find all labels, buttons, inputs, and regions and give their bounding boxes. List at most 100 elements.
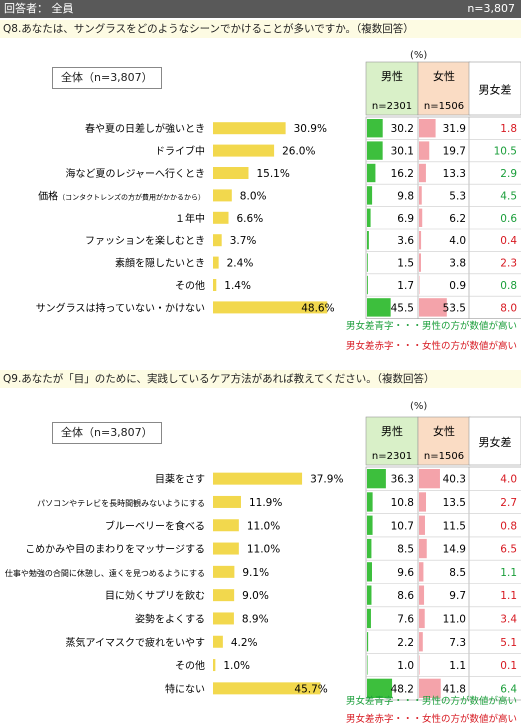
q8-female-bar bbox=[419, 163, 426, 183]
q9-male-value: 7.6 bbox=[397, 613, 414, 625]
q9-female-bar bbox=[419, 585, 425, 605]
q9-diff-header-cell bbox=[468, 416, 521, 466]
respondent-label: 回答者： 全員 bbox=[4, 2, 74, 15]
q8-male-value: 30.1 bbox=[391, 146, 414, 158]
q9-male-bar bbox=[367, 515, 373, 535]
q9-female-bar bbox=[419, 492, 427, 512]
q8-table-frame bbox=[365, 116, 521, 319]
q9-male-bar bbox=[367, 492, 373, 512]
q9-diff-value: 6.5 bbox=[500, 544, 517, 556]
q8-female-n: n=1506 bbox=[424, 101, 464, 112]
q8-diff-value: 10.5 bbox=[494, 146, 517, 158]
q8-male-value: 1.7 bbox=[397, 280, 414, 292]
q8-female-bar bbox=[419, 141, 430, 160]
q8-total-bar bbox=[213, 256, 219, 269]
q9-female-header-cell bbox=[417, 416, 471, 466]
q8-total-bar bbox=[213, 167, 249, 179]
q9-female-bar bbox=[419, 655, 420, 675]
q9-category-label: 特にない bbox=[165, 683, 205, 695]
q9-male-bar bbox=[367, 678, 393, 698]
q8-male-header-cell bbox=[365, 61, 419, 116]
q9-male-n: n=2301 bbox=[372, 451, 412, 462]
q8-total-bar bbox=[213, 211, 229, 224]
q8-female-value: 13.3 bbox=[443, 168, 466, 180]
q8-male-bar bbox=[367, 141, 383, 160]
q9-total-value: 11.9% bbox=[249, 497, 282, 509]
q8-female-value: 31.9 bbox=[443, 123, 466, 135]
q8-total-value: 2.4% bbox=[227, 258, 254, 270]
q9-male-value: 2.2 bbox=[397, 637, 414, 649]
q8-category-label: 素顔を隠したいとき bbox=[115, 257, 205, 270]
q8-female-bar bbox=[419, 208, 423, 227]
q8-total-value: 48.6% bbox=[301, 302, 334, 314]
q9-diff-value: 3.4 bbox=[500, 613, 517, 625]
q8-diff-value: 0.8 bbox=[500, 280, 517, 292]
q8-male-bar bbox=[367, 186, 373, 205]
q8-female-bar bbox=[419, 253, 421, 272]
q9-female-value: 7.3 bbox=[449, 637, 466, 649]
q8-note-red: 男女差赤字・・・女性の方が数値が高い bbox=[345, 341, 517, 352]
q9-male-value: 9.6 bbox=[397, 567, 414, 579]
q9-female-header: 女性 bbox=[433, 424, 455, 438]
q9-female-bar bbox=[419, 608, 425, 629]
q9-note-blue: 男女差青字・・・男性の方が数値が高い bbox=[345, 696, 517, 707]
q8-female-value: 4.0 bbox=[449, 235, 466, 247]
q8-female-bar bbox=[419, 298, 447, 317]
q8-diff-header-cell bbox=[468, 61, 521, 116]
q9-total-bar bbox=[213, 612, 234, 625]
q8-diff-value: 2.3 bbox=[500, 258, 517, 270]
q9-female-bar bbox=[419, 678, 441, 698]
q9-total-bar bbox=[213, 542, 239, 555]
q9-total-value: 37.9% bbox=[310, 474, 343, 486]
q8-total-value: 1.4% bbox=[224, 280, 251, 292]
q8-total-value: 15.1% bbox=[256, 168, 289, 180]
q8-female-value: 5.3 bbox=[449, 190, 466, 202]
q8-category-label: １年中 bbox=[175, 212, 205, 225]
q8-male-bar bbox=[367, 163, 376, 183]
q9-title: Q9.あなたが「目」のために、実践しているケア方法があれば教えてください。（複数… bbox=[0, 370, 521, 388]
q9-category-label: こめかみや目のまわりをマッサージする bbox=[25, 544, 205, 556]
q9-category-label: その他 bbox=[175, 659, 205, 672]
q9-diff-value: 1.1 bbox=[500, 567, 517, 579]
q9-female-value: 9.7 bbox=[449, 590, 466, 602]
q9-category-label: 姿勢をよくする bbox=[135, 612, 205, 625]
q8-total-value: 8.0% bbox=[240, 190, 267, 202]
q8-category-label: サングラスは持っていない・かけない bbox=[36, 301, 205, 314]
q8-female-bar bbox=[419, 231, 422, 250]
q8-diff-value: 2.9 bbox=[500, 168, 517, 180]
q8-total-bar bbox=[213, 144, 275, 157]
q8-category-label: 海など夏のレジャーへ行くとき bbox=[66, 167, 206, 180]
q8-male-bar bbox=[367, 208, 371, 227]
q9-diff-value: 2.7 bbox=[500, 497, 517, 509]
q9-female-value: 40.3 bbox=[443, 474, 466, 486]
q8-total-value: 26.0% bbox=[282, 146, 315, 158]
q9-category-label: 蒸気アイマスクで疲れをいやす bbox=[66, 636, 206, 649]
q9-male-bar bbox=[367, 608, 371, 629]
q9-female-value: 11.5 bbox=[443, 520, 466, 532]
q8-unit: (%) bbox=[410, 50, 428, 61]
q9-diff-value: 4.0 bbox=[500, 474, 517, 486]
q8-diff-value: 1.8 bbox=[500, 123, 517, 135]
q9-female-value: 8.5 bbox=[449, 567, 466, 579]
q9-total-value: 9.1% bbox=[242, 567, 269, 579]
q9-male-header-cell bbox=[365, 416, 419, 466]
q8-female-header: 女性 bbox=[433, 69, 455, 83]
q8-male-value: 45.5 bbox=[391, 302, 414, 314]
q8-female-bar bbox=[419, 119, 436, 138]
q9-total-label: 全体（n=3,807） bbox=[52, 422, 162, 444]
q9-male-header: 男性 bbox=[381, 424, 403, 438]
q9-total-bar bbox=[213, 635, 223, 648]
q8-male-bar bbox=[367, 119, 383, 138]
q8-category-label: 春や夏の日差しが強いとき bbox=[85, 122, 205, 135]
q9-total-value: 9.0% bbox=[242, 590, 269, 602]
q8-note-blue: 男女差青字・・・男性の方が数値が高い bbox=[345, 321, 517, 332]
q8-total-bar bbox=[213, 301, 328, 314]
q8-category-label: その他 bbox=[175, 279, 205, 292]
q8-diff-value: 0.6 bbox=[500, 213, 517, 225]
q8-male-value: 16.2 bbox=[391, 168, 414, 180]
q8-category-label: ファッションを楽しむとき bbox=[85, 234, 205, 247]
q9-male-value: 48.2 bbox=[391, 683, 414, 695]
q8-male-n: n=2301 bbox=[372, 101, 412, 112]
q9-category-label: ブルーベリーを食べる bbox=[105, 519, 205, 532]
q8-male-value: 6.9 bbox=[397, 213, 414, 225]
